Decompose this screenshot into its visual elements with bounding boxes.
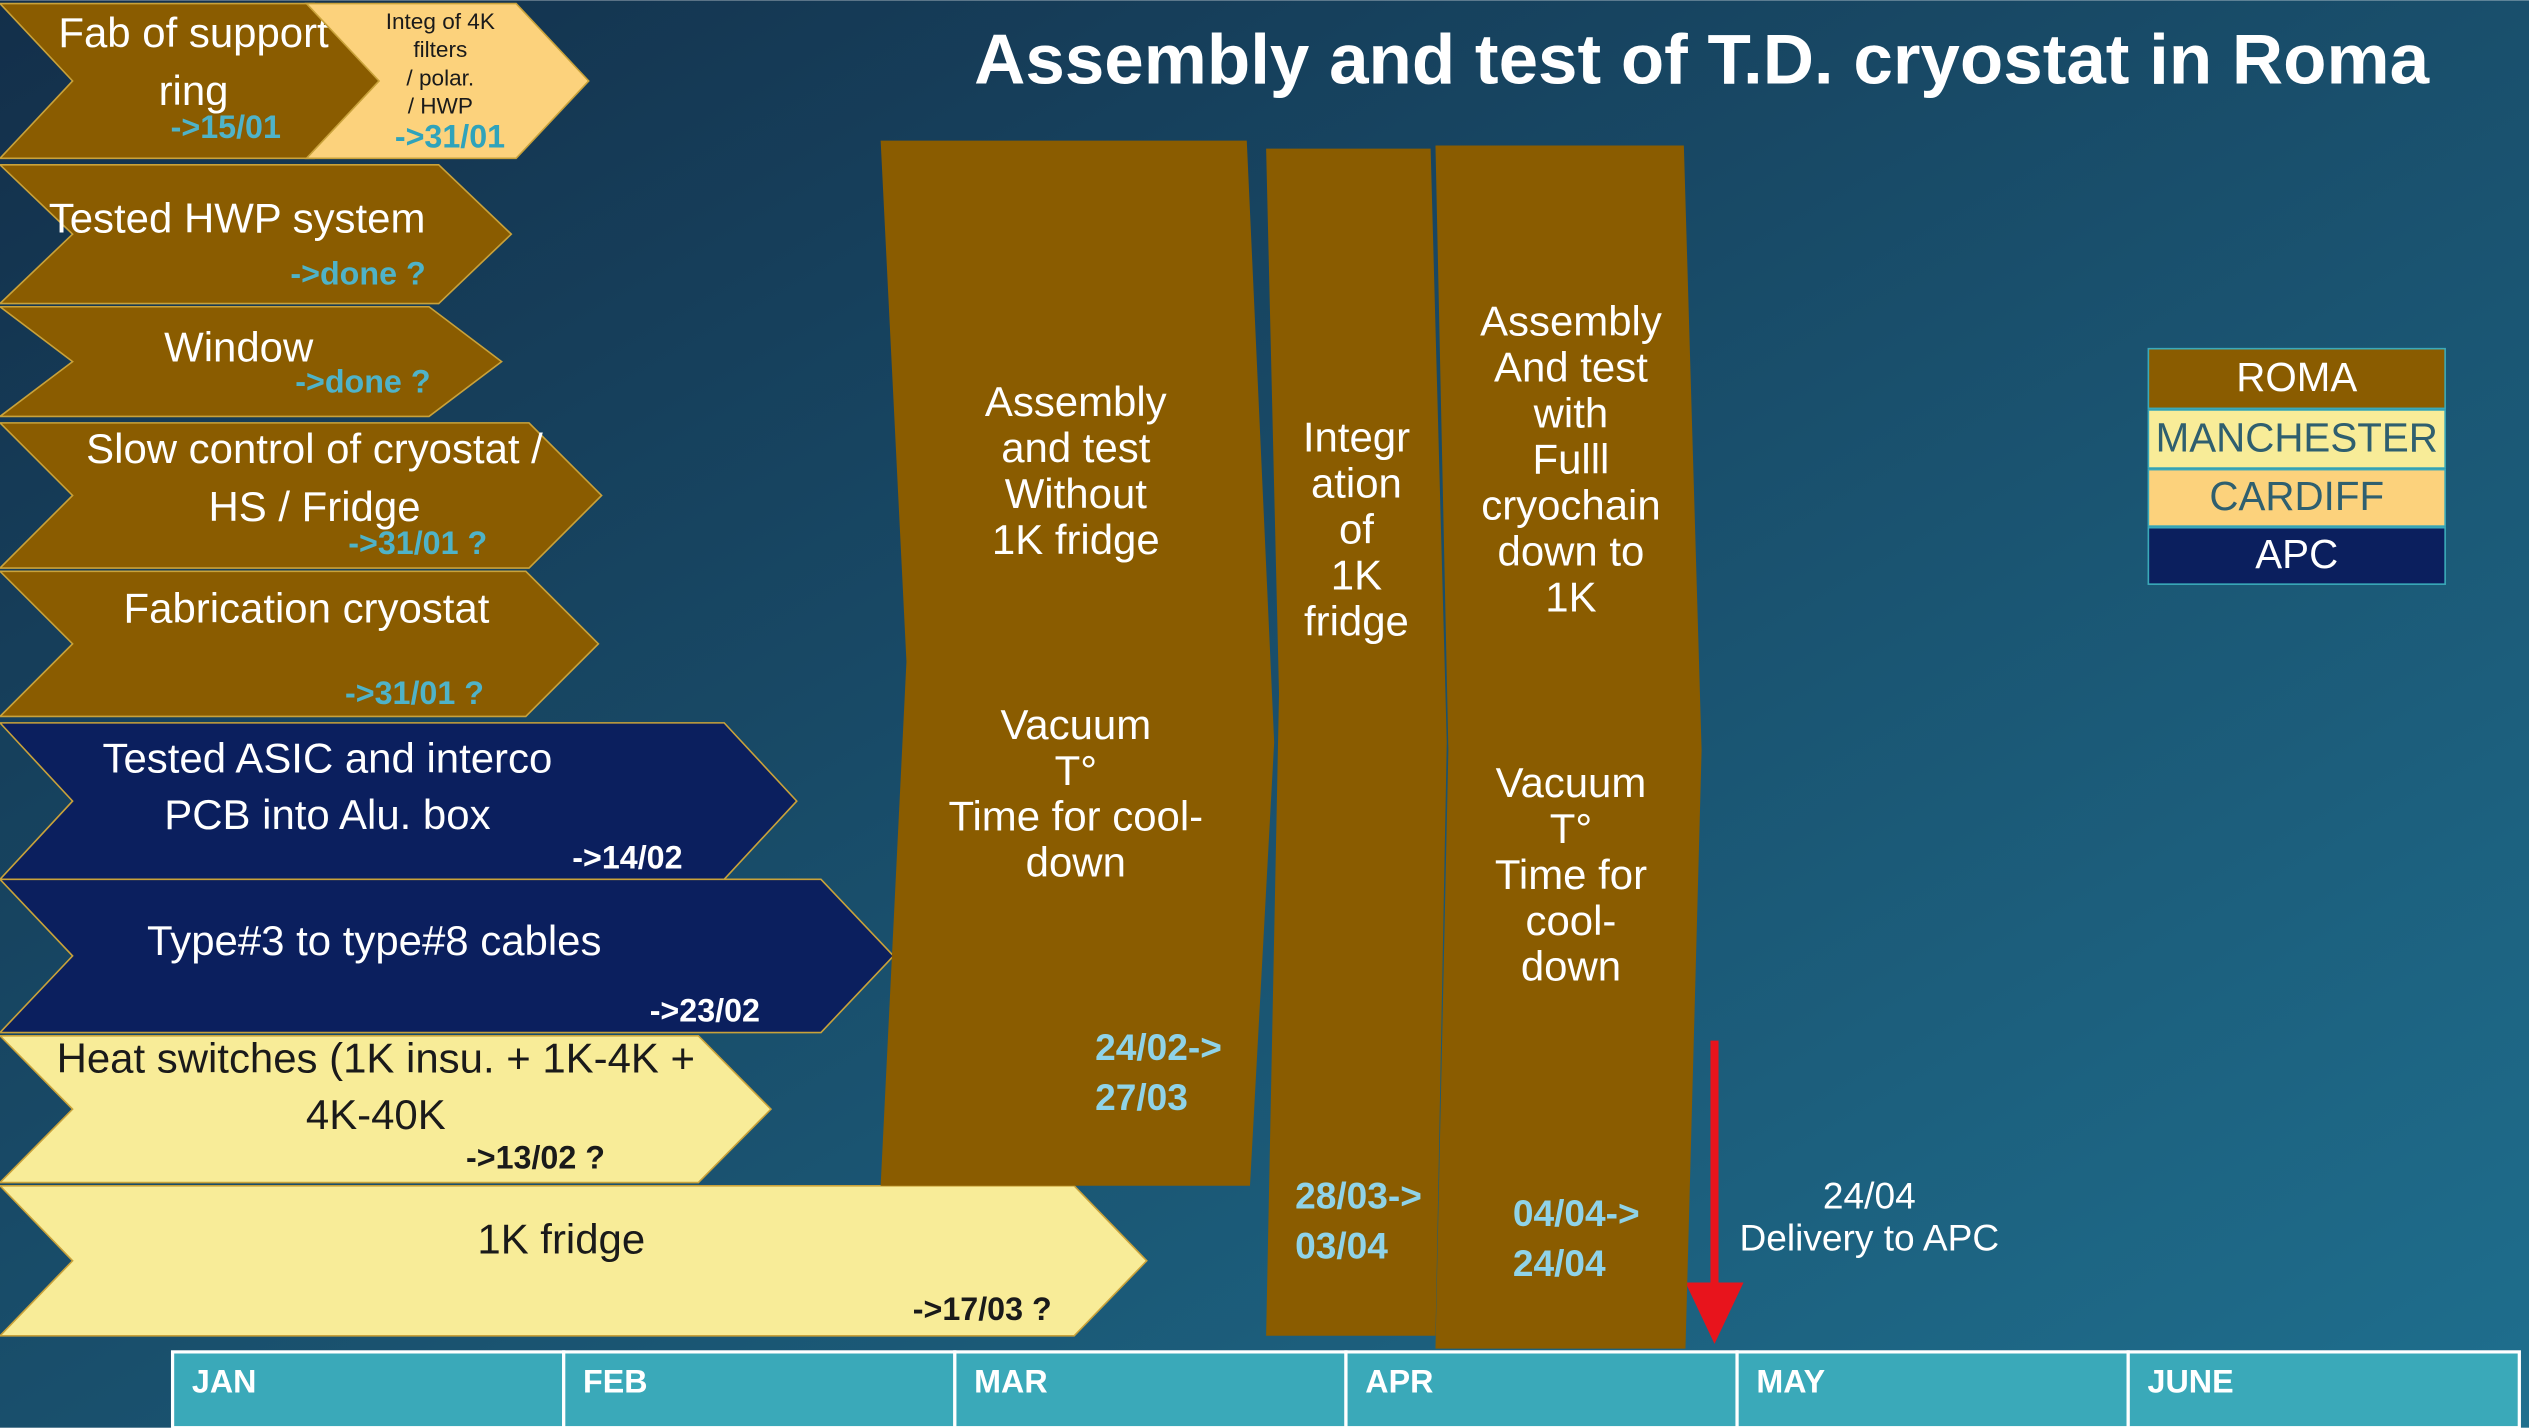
phase-date: 03/04 (1295, 1224, 1388, 1266)
phase-detail: Time for (1495, 851, 1647, 898)
task-chevron (0, 1034, 773, 1184)
legend-swatch (2147, 409, 2446, 469)
task-chevron (0, 422, 603, 569)
task-date: ->15/01 (171, 109, 281, 145)
delivery-arrow-head (1685, 1282, 1744, 1344)
month-cell (953, 1350, 1348, 1428)
phase-detail: cool- (1526, 897, 1617, 944)
phase-label: 1K (1331, 552, 1382, 599)
phase-block (880, 140, 1275, 1186)
task-label: / HWP (408, 94, 473, 119)
task-label: PCB into Alu. box (164, 791, 490, 838)
phase-detail: Time for cool- (948, 793, 1203, 840)
phase-detail: down (1026, 839, 1126, 886)
task-date: ->31/01 ? (345, 675, 484, 711)
month-label: APR (1365, 1364, 1433, 1400)
legend-swatch (2147, 347, 2446, 410)
delivery-label: Delivery to APC (1740, 1216, 2000, 1258)
month-label: MAY (1756, 1364, 1825, 1400)
task-label: Type#3 to type#8 cables (147, 917, 601, 964)
task-date: ->done ? (290, 256, 425, 292)
phase-label: cryochain (1481, 481, 1660, 528)
phase-date: 24/02-> (1095, 1026, 1222, 1068)
task-label: Heat switches (1K insu. + 1K-4K + (57, 1035, 695, 1082)
phase-detail: down (1521, 943, 1621, 990)
phase-label: ation (1311, 460, 1402, 507)
legend-swatch (2147, 526, 2446, 585)
task-date: ->17/03 ? (913, 1291, 1052, 1327)
phase-label: with (1533, 390, 1609, 437)
phase-block (1266, 148, 1447, 1336)
month-cell (2126, 1350, 2521, 1428)
task-label: filters (413, 37, 467, 62)
task-label: Slow control of cryostat / (86, 425, 543, 472)
task-chevron (304, 2, 590, 160)
task-chevron (0, 878, 895, 1034)
task-label: 1K fridge (477, 1215, 645, 1262)
month-label: JUNE (2148, 1364, 2234, 1400)
phase-label: Integr (1303, 414, 1410, 461)
phase-detail: T° (1055, 747, 1097, 794)
phase-label: 1K fridge (992, 516, 1160, 563)
task-date: ->14/02 (572, 839, 682, 875)
title: Assembly and test of T.D. cryostat in Ro… (974, 21, 2429, 100)
phase-label: And test (1494, 344, 1648, 391)
phase-detail: Vacuum (1000, 701, 1151, 748)
month-label: MAR (974, 1364, 1047, 1400)
task-date: ->done ? (295, 364, 430, 400)
phase-date: 24/04 (1513, 1242, 1606, 1284)
task-label: Window (164, 323, 314, 370)
phase-date: 27/03 (1095, 1076, 1188, 1118)
legend-label: MANCHESTER (2156, 414, 2438, 460)
month-label: FEB (583, 1364, 648, 1400)
task-label: HS / Fridge (209, 483, 421, 530)
legend-label: CARDIFF (2209, 473, 2384, 519)
task-date: ->13/02 ? (466, 1139, 605, 1175)
legend-label: ROMA (2236, 354, 2357, 400)
phase-label: Without (1005, 470, 1147, 517)
month-cell (1735, 1350, 2130, 1428)
delivery-label: 24/04 (1823, 1174, 1916, 1216)
phase-label: Fulll (1533, 435, 1610, 482)
phase-label: Assembly (1480, 298, 1662, 345)
phase-detail: Vacuum (1496, 759, 1647, 806)
month-label: JAN (192, 1364, 257, 1400)
phase-label: and test (1001, 424, 1151, 471)
phase-detail: T° (1550, 805, 1592, 852)
task-label: Fabrication cryostat (124, 585, 490, 632)
task-chevron (0, 570, 600, 718)
phase-date: 28/03-> (1295, 1174, 1422, 1216)
task-chevron (0, 305, 503, 418)
task-label: Fab of support (58, 9, 329, 56)
task-date: ->31/01 (395, 119, 505, 155)
task-date: ->23/02 (650, 993, 760, 1029)
task-chevron (0, 164, 513, 305)
legend-label: APC (2255, 531, 2338, 577)
task-date: ->31/01 ? (348, 525, 487, 561)
month-cell (170, 1350, 566, 1428)
phase-block (1435, 145, 1702, 1349)
task-label: Tested HWP system (49, 194, 426, 241)
task-label: Tested ASIC and interco (103, 735, 553, 782)
task-label: Integ of 4K (386, 9, 495, 34)
task-label: 4K-40K (306, 1091, 446, 1138)
task-label: / polar. (406, 65, 474, 90)
phase-label: down to (1498, 527, 1645, 574)
phase-date: 04/04-> (1513, 1192, 1640, 1234)
phase-label: fridge (1304, 598, 1409, 645)
phase-label: 1K (1545, 573, 1596, 620)
task-label: ring (159, 67, 229, 114)
legend-swatch (2147, 468, 2446, 527)
phase-label: Assembly (985, 378, 1167, 425)
phase-label: of (1339, 506, 1374, 553)
